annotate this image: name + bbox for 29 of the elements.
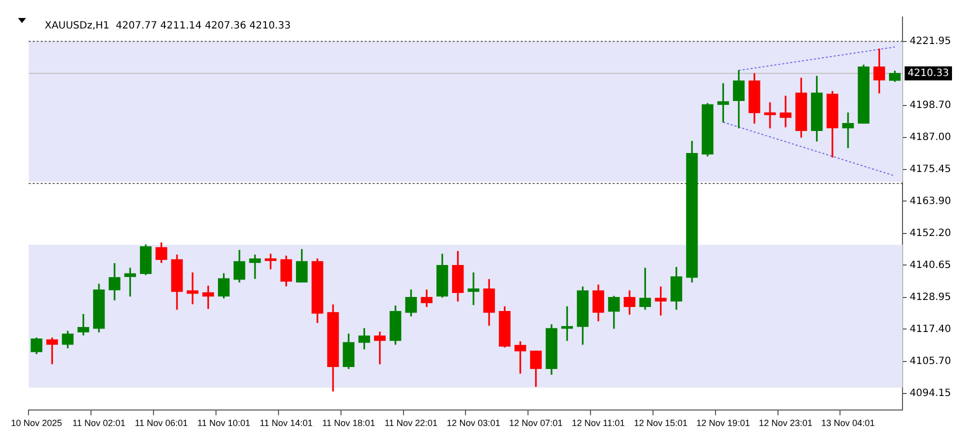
x-tick-label: 11 Nov 22:01 [384, 418, 438, 428]
candlestick [561, 306, 573, 341]
x-tick-label: 12 Nov 23:01 [758, 418, 812, 428]
y-tick-label: 4140.65 [910, 260, 952, 271]
y-tick-label: 4198.70 [910, 100, 952, 111]
y-tick-label: 4152.20 [910, 228, 952, 240]
y-tick-label: 4175.45 [910, 164, 952, 175]
x-tick-label: 11 Nov 02:01 [72, 418, 126, 428]
y-tick-label: 4117.40 [910, 324, 952, 335]
x-tick-label: 12 Nov 15:01 [634, 418, 688, 428]
x-tick-label: 11 Nov 06:01 [134, 418, 188, 428]
x-tick-label: 11 Nov 10:01 [197, 418, 250, 428]
y-tick-label: 4221.95 [910, 36, 952, 47]
x-tick-label: 12 Nov 11:01 [572, 418, 625, 428]
x-tick-label: 10 Nov 2025 [10, 418, 62, 428]
y-tick-label: 4094.15 [910, 388, 952, 399]
x-tick-label: 12 Nov 07:01 [509, 418, 563, 428]
x-tick-label: 12 Nov 19:01 [696, 418, 750, 428]
candlestick [717, 83, 730, 123]
ref-line-label: 4210.33 [908, 68, 950, 79]
x-tick-label: 12 Nov 03:01 [446, 418, 500, 428]
y-tick-label: 4128.95 [910, 292, 952, 304]
y-tick-label: 4187.00 [910, 132, 952, 144]
y-tick-label: 4105.70 [910, 356, 952, 368]
x-tick-label: 11 Nov 18:01 [322, 418, 376, 428]
x-tick-label: 13 Nov 04:01 [821, 418, 875, 428]
chart-title: XAUUSDz,H1 4207.77 4211.14 4207.36 4210.33 [44, 20, 291, 32]
y-tick-label: 4163.90 [910, 196, 952, 207]
x-tick-label: 11 Nov 14:01 [260, 418, 313, 428]
